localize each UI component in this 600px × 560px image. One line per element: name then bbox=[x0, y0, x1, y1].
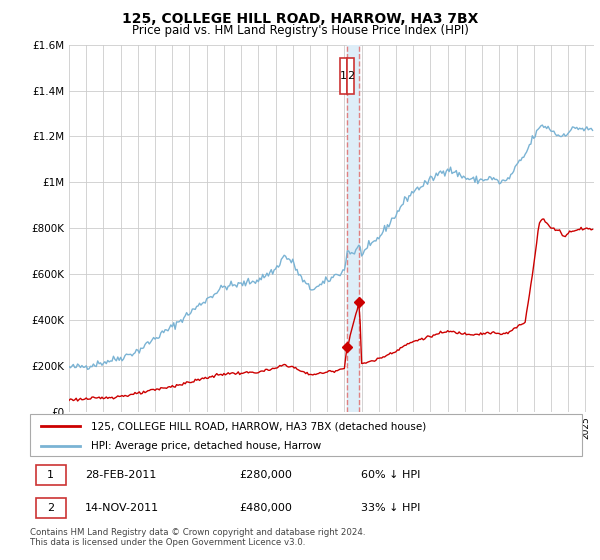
Text: 28-FEB-2011: 28-FEB-2011 bbox=[85, 470, 157, 480]
Text: 2: 2 bbox=[47, 503, 54, 513]
Text: 33% ↓ HPI: 33% ↓ HPI bbox=[361, 503, 421, 513]
Text: 60% ↓ HPI: 60% ↓ HPI bbox=[361, 470, 421, 480]
Text: 14-NOV-2011: 14-NOV-2011 bbox=[85, 503, 160, 513]
FancyBboxPatch shape bbox=[35, 498, 66, 519]
Text: HPI: Average price, detached house, Harrow: HPI: Average price, detached house, Harr… bbox=[91, 441, 321, 451]
FancyBboxPatch shape bbox=[347, 58, 353, 94]
Text: 125, COLLEGE HILL ROAD, HARROW, HA3 7BX (detached house): 125, COLLEGE HILL ROAD, HARROW, HA3 7BX … bbox=[91, 421, 426, 431]
FancyBboxPatch shape bbox=[30, 414, 582, 456]
Text: 1: 1 bbox=[47, 470, 54, 480]
Text: 2: 2 bbox=[347, 71, 354, 81]
FancyBboxPatch shape bbox=[35, 464, 66, 485]
Text: Contains HM Land Registry data © Crown copyright and database right 2024.
This d: Contains HM Land Registry data © Crown c… bbox=[30, 528, 365, 547]
Text: 125, COLLEGE HILL ROAD, HARROW, HA3 7BX: 125, COLLEGE HILL ROAD, HARROW, HA3 7BX bbox=[122, 12, 478, 26]
Text: £480,000: £480,000 bbox=[240, 503, 293, 513]
Text: 1: 1 bbox=[340, 71, 347, 81]
Text: £280,000: £280,000 bbox=[240, 470, 293, 480]
FancyBboxPatch shape bbox=[340, 58, 347, 94]
Bar bbox=[347, 45, 359, 412]
Text: Price paid vs. HM Land Registry's House Price Index (HPI): Price paid vs. HM Land Registry's House … bbox=[131, 24, 469, 36]
